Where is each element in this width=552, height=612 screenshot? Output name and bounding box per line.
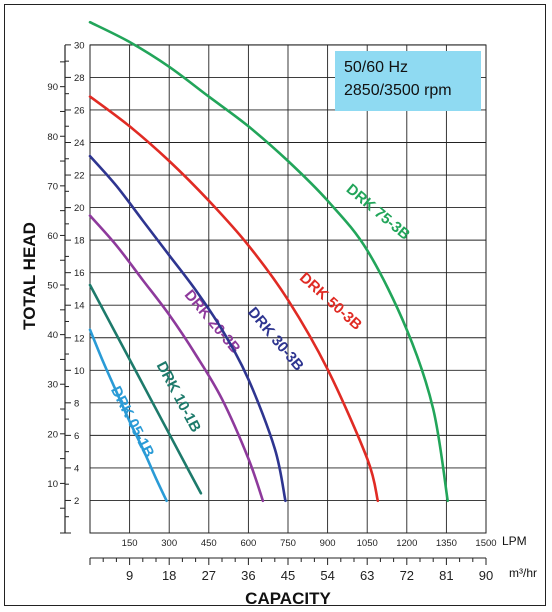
y-tick-label-ft: 40 <box>47 330 58 341</box>
x-tick-label-m3: 81 <box>439 568 453 583</box>
info-box-speed: 2850/3500 rpm <box>344 82 452 99</box>
curve-4 <box>88 95 380 503</box>
x-tick-label-lpm: 750 <box>280 538 296 549</box>
curve-0 <box>88 328 168 503</box>
plot-area-border <box>89 44 487 534</box>
y-tick-label-ft: 70 <box>47 181 58 192</box>
y-tick-label-m: 16 <box>74 268 85 279</box>
x-tick-label-m3: 9 <box>126 568 133 583</box>
y-tick-label-m: 22 <box>74 171 85 182</box>
y-tick-label-ft: 60 <box>47 231 58 242</box>
y-tick-label-m: 26 <box>74 105 85 116</box>
y-axis-title: TOTAL HEAD <box>20 222 39 330</box>
x-tick-label-m3: 45 <box>281 568 295 583</box>
x-unit-m3hr: m³/hr <box>509 566 537 580</box>
y-tick-label-m: 24 <box>74 138 85 149</box>
y-tick-label-m: 10 <box>74 366 85 377</box>
x-tick-label-m3: 18 <box>162 568 176 583</box>
curve-label: DRK 50-3B <box>296 269 365 334</box>
y-tick-label-m: 14 <box>74 301 85 312</box>
x-tick-label-m3: 36 <box>241 568 255 583</box>
x-tick-label-lpm: 1500 <box>475 538 496 549</box>
x-tick-label-lpm: 1200 <box>396 538 417 549</box>
x-tick-label-m3: 63 <box>360 568 374 583</box>
y-tick-label-m: 4 <box>74 463 79 474</box>
y-tick-label-m: 30 <box>74 40 85 51</box>
y-tick-label-m: 20 <box>74 203 85 214</box>
y-tick-label-ft: 20 <box>47 429 58 440</box>
x-tick-label-lpm: 600 <box>240 538 256 549</box>
x-tick-label-m3: 27 <box>202 568 216 583</box>
y-tick-label-ft: 80 <box>47 132 58 143</box>
x-tick-label-m3: 72 <box>400 568 414 583</box>
x-axis-title: CAPACITY <box>245 589 331 608</box>
x-tick-label-lpm: 450 <box>201 538 217 549</box>
x-tick-label-m3: 90 <box>479 568 493 583</box>
x-tick-label-m3: 54 <box>320 568 334 583</box>
axes: 2468101214161820222426283010203040506070… <box>47 40 496 583</box>
y-tick-label-m: 18 <box>74 236 85 247</box>
curve-3 <box>88 154 287 503</box>
y-tick-label-ft: 90 <box>47 82 58 93</box>
grid <box>89 44 487 534</box>
x-tick-label-lpm: 1350 <box>436 538 457 549</box>
y-tick-label-m: 28 <box>74 73 85 84</box>
curve-2 <box>88 214 265 503</box>
info-box <box>335 51 481 111</box>
x-tick-label-lpm: 150 <box>122 538 138 549</box>
x-tick-label-lpm: 1050 <box>357 538 378 549</box>
y-tick-label-ft: 10 <box>47 479 58 490</box>
curve-1 <box>88 283 203 495</box>
y-tick-label-m: 8 <box>74 398 79 409</box>
x-unit-lpm: LPM <box>502 534 527 548</box>
y-tick-label-m: 6 <box>74 431 79 442</box>
y-tick-label-m: 2 <box>74 496 79 507</box>
x-tick-label-lpm: 900 <box>320 538 336 549</box>
curve-label: DRK 75-3B <box>343 181 413 244</box>
info-box-frequency: 50/60 Hz <box>344 59 408 76</box>
x-tick-label-lpm: 300 <box>161 538 177 549</box>
y-tick-label-ft: 50 <box>47 281 58 292</box>
curve-5 <box>88 20 449 503</box>
y-tick-label-ft: 30 <box>47 380 58 391</box>
y-tick-label-m: 12 <box>74 333 85 344</box>
